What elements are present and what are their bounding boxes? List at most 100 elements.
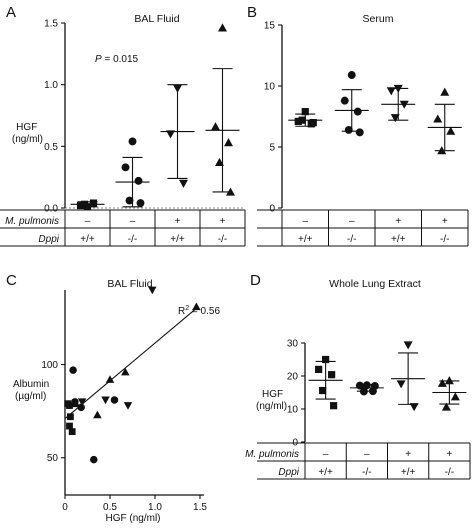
data-point-circle bbox=[136, 199, 145, 208]
panel-letter-c: C bbox=[6, 272, 17, 289]
panel-c-ylabel: Albumin (µg/ml) bbox=[13, 379, 52, 402]
panel-c-r2-exp: 2 bbox=[185, 305, 189, 312]
y-tick-label: 0.0 bbox=[44, 204, 58, 215]
data-point-square bbox=[309, 119, 317, 127]
panel-a-ylabel-line1: HGF bbox=[16, 122, 37, 133]
data-point-square bbox=[80, 200, 89, 208]
data-point-triangle-up bbox=[433, 114, 443, 123]
panel-a-pvalue: P = 0.015 bbox=[95, 54, 139, 65]
data-point-circle bbox=[347, 71, 356, 79]
data-point-square bbox=[66, 402, 73, 409]
data-point-triangle-up bbox=[446, 126, 456, 135]
data-point-triangle-down bbox=[409, 403, 419, 412]
data-point-triangle-down bbox=[403, 341, 413, 350]
data-point-circle bbox=[359, 387, 368, 396]
panel-a-ylabel: HGF (ng/ml) bbox=[12, 122, 43, 145]
panel-c-r2: R2 = 0.56 bbox=[178, 305, 220, 317]
data-point-triangle-down bbox=[179, 179, 188, 188]
data-point-triangle-up bbox=[440, 87, 450, 96]
y-tick-label: 10 bbox=[264, 82, 276, 93]
data-point-square bbox=[66, 422, 73, 430]
data-point-triangle-up bbox=[441, 402, 451, 411]
data-point-triangle-down bbox=[77, 398, 87, 407]
table-cell-dppi: -/- bbox=[362, 467, 371, 478]
data-point-circle bbox=[355, 128, 364, 137]
table-cell-dppi: -/- bbox=[445, 467, 454, 478]
panel-b: Serum 0 5 10 15 – +/+ – -/- + +/+ + -/- bbox=[257, 13, 469, 247]
panel-a-pvalue-p: P bbox=[95, 54, 102, 65]
panel-b-table: – +/+ – -/- + +/+ + -/- bbox=[257, 209, 469, 247]
y-tick-label: 10 bbox=[287, 405, 299, 416]
data-point-triangle-up bbox=[93, 410, 102, 419]
data-point-triangle-up bbox=[224, 138, 233, 147]
data-point-triangle-up bbox=[215, 157, 224, 166]
y-tick-label: 100 bbox=[41, 360, 58, 371]
data-point-square bbox=[294, 117, 302, 125]
table-cell-dppi: +/+ bbox=[298, 234, 313, 245]
data-point-square bbox=[328, 371, 336, 379]
table-cell-mp: + bbox=[405, 449, 411, 460]
y-tick-label: 1.5 bbox=[44, 19, 58, 30]
table-cell-dppi: +/+ bbox=[401, 467, 416, 478]
data-point-square bbox=[298, 116, 306, 124]
data-point-circle bbox=[370, 381, 379, 390]
panel-b-marks bbox=[288, 71, 462, 155]
table-cell-mp: + bbox=[220, 216, 226, 227]
panel-d-table: M. pulmonis Dppi – +/+ – -/- + +/+ + -/- bbox=[245, 442, 471, 480]
panel-letter-a: A bbox=[6, 4, 16, 21]
table-cell-mp: + bbox=[175, 216, 181, 227]
data-point-circle bbox=[355, 381, 364, 390]
panel-c: BAL Fluid Albumin (µg/ml) HGF (ng/ml) R2… bbox=[13, 278, 220, 524]
data-point-triangle-up bbox=[450, 392, 460, 401]
panel-b-axes: 0 5 10 15 bbox=[264, 21, 283, 215]
table-cell-mp: – bbox=[130, 216, 136, 227]
panel-a-axes: 0.0 0.5 1.0 1.5 bbox=[44, 19, 245, 215]
table-cell-mp: – bbox=[302, 216, 308, 227]
panel-a-title: BAL Fluid bbox=[134, 13, 179, 25]
data-point-circle bbox=[353, 107, 362, 116]
table-cell-mp: – bbox=[323, 449, 329, 460]
panel-c-axes: 50 100 0 0.5 1.0 1.5 bbox=[41, 290, 207, 513]
data-point-square bbox=[89, 199, 98, 207]
table-cell-mp: + bbox=[395, 216, 401, 227]
y-tick-label: 0 bbox=[269, 204, 275, 215]
panel-a-table: M. pulmonis Dppi – +/+ – -/- + +/+ + -/- bbox=[0, 209, 246, 247]
panel-letter-d: D bbox=[250, 272, 261, 289]
data-point-triangle-up bbox=[211, 122, 220, 131]
row-label-m-pulmonis: M. pulmonis bbox=[245, 449, 299, 460]
x-tick-label: 0.5 bbox=[103, 502, 117, 513]
data-point-square bbox=[67, 413, 74, 421]
panel-c-title: BAL Fluid bbox=[107, 278, 152, 290]
data-point-triangle-down bbox=[386, 87, 396, 96]
x-tick-label: 0 bbox=[62, 502, 68, 513]
table-cell-dppi: -/- bbox=[347, 234, 356, 245]
data-point-triangle-up bbox=[444, 376, 454, 385]
data-point-circle bbox=[134, 176, 143, 185]
data-point-triangle-up bbox=[437, 378, 447, 387]
table-cell-dppi: -/- bbox=[218, 234, 227, 245]
data-point-triangle-down bbox=[148, 286, 157, 295]
data-point-square bbox=[322, 355, 330, 364]
row-label-m-pulmonis: M. pulmonis bbox=[5, 216, 59, 227]
y-tick-label: 50 bbox=[47, 453, 59, 464]
panel-c-marks bbox=[64, 286, 201, 464]
data-point-triangle-up bbox=[192, 302, 201, 311]
data-point-circle bbox=[362, 381, 371, 390]
data-point-circle bbox=[69, 366, 77, 374]
y-tick-label: 1.0 bbox=[44, 80, 58, 91]
data-point-triangle-down bbox=[396, 380, 406, 389]
data-point-circle bbox=[77, 403, 85, 412]
data-point-triangle-down bbox=[173, 84, 182, 93]
data-point-triangle-down bbox=[393, 84, 403, 93]
y-tick-label: 0.5 bbox=[44, 142, 58, 153]
data-point-square bbox=[76, 201, 85, 210]
panel-letter-b: B bbox=[247, 4, 257, 21]
panel-a-pvalue-value: = 0.015 bbox=[102, 54, 139, 65]
data-point-circle bbox=[125, 196, 134, 205]
table-cell-dppi: +/+ bbox=[170, 234, 185, 245]
table-cell-mp: – bbox=[85, 216, 91, 227]
data-point-triangle-up bbox=[105, 375, 115, 383]
panel-c-ylabel-line2: (µg/ml) bbox=[15, 391, 46, 402]
x-tick-label: 1.5 bbox=[193, 502, 207, 513]
